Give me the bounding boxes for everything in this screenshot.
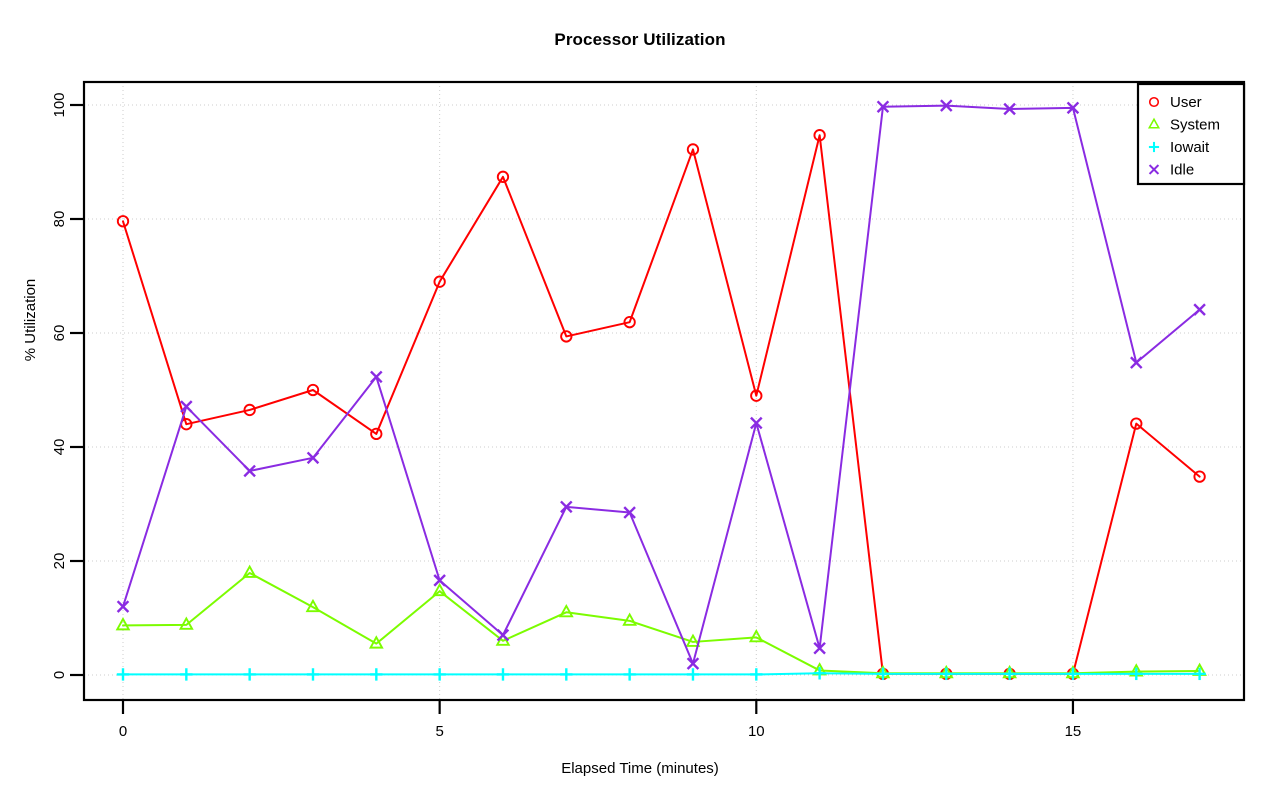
data-point <box>306 451 320 465</box>
data-point <box>178 616 194 630</box>
series-iowait <box>116 667 1206 681</box>
data-point <box>368 635 384 649</box>
series-system <box>115 564 1207 679</box>
data-point <box>876 100 890 113</box>
data-point <box>433 275 446 288</box>
series-layer <box>115 99 1207 681</box>
data-point <box>686 668 700 681</box>
data-point <box>1193 470 1206 483</box>
data-point <box>433 574 446 587</box>
y-tick-label: 40 <box>51 439 68 456</box>
data-point <box>748 629 764 643</box>
data-point <box>432 582 448 597</box>
data-point <box>370 427 383 441</box>
data-point <box>1003 102 1016 116</box>
data-point <box>1066 667 1080 681</box>
data-point <box>813 641 826 655</box>
y-tick-label: 0 <box>51 671 68 679</box>
data-point <box>243 403 256 417</box>
legend-marker-user <box>1148 96 1160 108</box>
x-tick-label: 15 <box>1065 723 1082 740</box>
data-point <box>306 668 320 681</box>
data-point <box>558 603 574 618</box>
data-point <box>876 667 890 681</box>
chart-legend[interactable]: User System Iowait Idle <box>1136 82 1246 186</box>
data-point <box>940 667 953 681</box>
legend-marker-system <box>1147 117 1161 129</box>
data-point <box>496 668 510 681</box>
data-point <box>685 633 701 647</box>
data-point <box>116 215 130 228</box>
data-point <box>623 316 636 329</box>
legend-marker-idle <box>1148 164 1160 175</box>
data-point <box>750 668 763 681</box>
data-point <box>560 500 573 514</box>
data-point <box>1193 303 1206 316</box>
data-point <box>622 612 638 626</box>
data-point <box>115 617 131 631</box>
page-title: Processor Utilization <box>554 30 726 49</box>
y-tick-label: 80 <box>51 211 68 228</box>
data-point <box>623 668 636 681</box>
tick-labels: 0 20 40 60 80 100 0 5 10 15 <box>51 92 1081 740</box>
series-line <box>122 672 1201 676</box>
data-point <box>242 564 258 578</box>
x-tick-label: 10 <box>748 723 765 740</box>
data-point <box>1066 101 1080 115</box>
data-point <box>116 668 130 681</box>
legend-item-iowait[interactable]: Iowait <box>1148 139 1210 156</box>
legend-label: System <box>1170 117 1220 134</box>
data-point <box>750 389 763 402</box>
legend-label: Idle <box>1170 162 1194 179</box>
plot-frame <box>82 80 1246 702</box>
data-point <box>813 129 826 142</box>
series-user <box>116 129 1206 681</box>
data-point <box>243 464 256 478</box>
data-point <box>370 668 383 681</box>
data-point <box>1003 667 1016 681</box>
data-point <box>496 628 510 642</box>
data-point <box>1193 667 1206 681</box>
data-point <box>940 99 953 112</box>
y-tick-label: 20 <box>51 553 68 570</box>
data-point <box>1130 667 1143 681</box>
y-tick-label: 60 <box>51 325 68 342</box>
data-point <box>305 598 321 613</box>
series-idle <box>116 99 1206 670</box>
data-point <box>433 668 446 681</box>
data-point <box>306 383 320 397</box>
legend-item-user[interactable]: User <box>1148 94 1202 111</box>
data-point <box>116 600 130 613</box>
data-point <box>1130 356 1143 369</box>
series-line <box>122 104 1201 665</box>
data-point <box>686 657 700 670</box>
data-point <box>813 667 826 680</box>
x-axis-label: Elapsed Time (minutes) <box>561 760 719 777</box>
series-line <box>122 134 1201 675</box>
data-point <box>560 330 573 343</box>
data-point <box>180 668 193 681</box>
gridlines <box>84 82 1244 700</box>
data-point <box>243 668 256 681</box>
x-tick-label: 0 <box>119 723 127 740</box>
data-point <box>686 143 700 156</box>
legend-marker-iowait <box>1148 141 1160 153</box>
data-point <box>560 668 573 681</box>
legend-label: User <box>1170 94 1202 111</box>
data-point <box>370 370 383 384</box>
legend-label: Iowait <box>1170 139 1210 156</box>
data-point <box>180 400 193 413</box>
data-point <box>496 170 510 183</box>
data-point <box>623 506 636 519</box>
y-axis-label: % Utilization <box>22 278 39 362</box>
x-tick-label: 5 <box>435 723 443 740</box>
data-point <box>1130 417 1143 430</box>
legend-item-idle[interactable]: Idle <box>1148 162 1195 179</box>
data-point <box>750 416 763 430</box>
y-tick-label: 100 <box>51 92 68 117</box>
axes <box>70 80 1246 714</box>
legend-item-system[interactable]: System <box>1147 117 1220 134</box>
